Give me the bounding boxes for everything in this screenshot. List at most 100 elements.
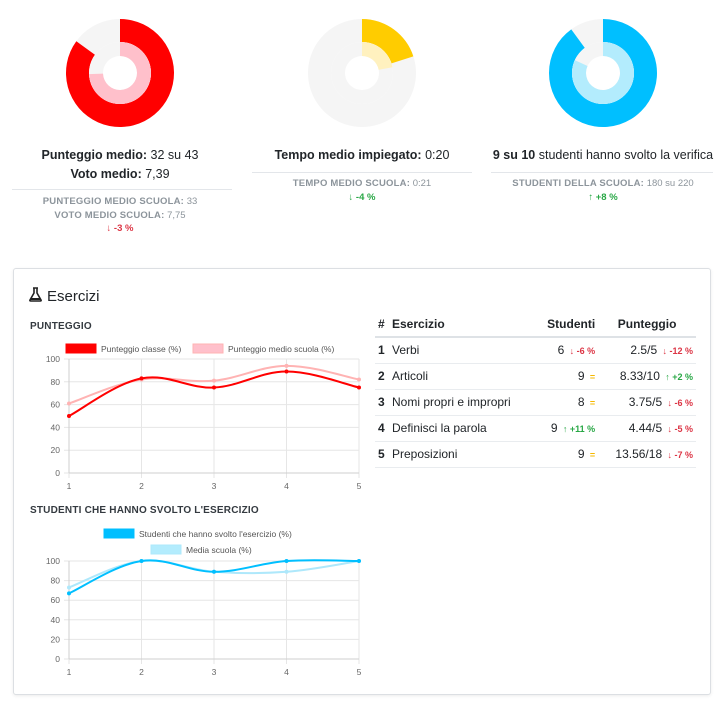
data-point [357, 559, 361, 563]
students-cell: 8 = [534, 389, 599, 416]
data-point [67, 401, 71, 406]
students-value: 8 [577, 395, 585, 409]
data-point [212, 378, 216, 383]
x-tick-label: 2 [139, 481, 144, 491]
column-header-exercise: Esercizio [389, 312, 535, 338]
delta-badge: ↓ -3 % [106, 223, 134, 234]
x-tick-label: 3 [212, 481, 217, 491]
legend-label: Punteggio medio scuola (%) [228, 344, 334, 354]
y-tick-label: 0 [55, 468, 60, 478]
data-point [284, 559, 289, 563]
y-tick-label: 20 [51, 445, 61, 455]
students-delta: = [589, 372, 596, 382]
flask-icon [29, 287, 42, 306]
delta-badge: ↓ -4 % [348, 191, 376, 203]
stat-students-school: STUDENTI DELLA SCUOLA: 180 su 220 ↑ +8 % [483, 177, 723, 204]
score-line-chart: Punteggio classe (%) Punteggio medio scuo… [46, 343, 362, 491]
data-point [212, 569, 216, 574]
y-tick-label: 40 [51, 422, 61, 432]
x-tick-label: 2 [139, 667, 144, 677]
stat-value: 32 su 43 [150, 148, 199, 162]
table-row[interactable]: 4 Definisci la parola 9 ↑ +11 % 4.44/5 ↓ -5… [375, 415, 696, 442]
row-index: 3 [375, 389, 389, 416]
stat-score-school: PUNTEGGIO MEDIO SCUOLA: 33 VOTO MEDIO SC… [0, 195, 240, 236]
score-value: 3.75/5 [628, 395, 663, 409]
legend-swatch [65, 343, 97, 354]
column-header-index: # [375, 312, 389, 338]
stat-score-main: Punteggio medio: 32 su 43 Voto medio: 7,… [0, 146, 240, 184]
school-value: 0:21 [412, 178, 432, 189]
school-label: STUDENTI DELLA SCUOLA: [512, 178, 645, 189]
table-row[interactable]: 5 Preposizioni 9 = 13.56/18 ↓ -7 % [375, 441, 696, 468]
legend-label: Punteggio classe (%) [101, 344, 181, 354]
stat-label: 9 su 10 [492, 148, 536, 162]
donut-inner-segment [89, 42, 151, 104]
table-row[interactable]: 3 Nomi propri e impropri 8 = 3.75/5 ↓ -6 % [375, 389, 696, 416]
stat-label: Voto medio: [70, 167, 142, 181]
stat-label: Punteggio medio: [41, 148, 148, 162]
legend-swatch [150, 544, 182, 555]
x-tick-label: 4 [284, 481, 289, 491]
data-point [212, 385, 216, 390]
score-cell: 13.56/18 ↓ -7 % [598, 441, 696, 468]
donut-outer-segment [549, 19, 657, 127]
row-index: 5 [375, 441, 389, 468]
card-title-text: Esercizi [47, 288, 100, 305]
donut-inner-segment [362, 42, 393, 70]
stat-value: studenti hanno svolto la verifica [538, 148, 714, 162]
exercises-card: Esercizi PUNTEGGIO Punteggio classe (%) P… [13, 268, 711, 695]
arrow-down-icon: ↓ [106, 223, 112, 234]
school-value: 7,75 [167, 209, 186, 221]
score-cell: 8.33/10 ↑ +2 % [598, 363, 696, 390]
score-delta: ↓ -6 % [667, 398, 693, 408]
y-tick-label: 80 [51, 377, 61, 387]
score-donut-chart [66, 19, 175, 127]
x-tick-label: 1 [67, 481, 72, 491]
score-value: 8.33/10 [619, 369, 660, 383]
score-delta: ↓ -12 % [662, 346, 693, 357]
table-header-row: # Esercizio Studenti Punteggio [375, 312, 696, 338]
divider [252, 172, 472, 173]
delta-badge: ↑ +8 % [588, 191, 618, 203]
y-tick-label: 80 [51, 576, 61, 586]
legend-label: Studenti che hanno svolto l'esercizio (%… [139, 529, 292, 539]
data-point [139, 559, 144, 563]
score-cell: 2.5/5 ↓ -12 % [598, 337, 696, 364]
stat-value: 7,39 [145, 167, 170, 181]
data-point [139, 376, 144, 381]
students-delta: ↓ -6 % [569, 346, 596, 357]
score-value: 13.56/18 [615, 447, 663, 461]
row-index: 2 [375, 363, 389, 390]
legend-swatch [103, 528, 135, 539]
column-header-score: Punteggio [598, 312, 696, 338]
school-label: PUNTEGGIO MEDIO SCUOLA: [42, 196, 185, 207]
score-value: 4.44/5 [628, 421, 663, 435]
donut-outer-segment [362, 19, 414, 64]
students-donut-chart [549, 19, 658, 127]
table-row[interactable]: 2 Articoli 9 = 8.33/10 ↑ +2 % [375, 363, 696, 390]
score-cell: 4.44/5 ↓ -5 % [598, 415, 696, 442]
exercise-name: Articoli [389, 363, 535, 390]
exercise-name: Definisci la parola [389, 415, 535, 442]
row-index: 1 [375, 337, 389, 364]
students-value: 6 [557, 343, 565, 358]
stat-students-main: 9 su 10 studenti hanno svolto la verific… [483, 146, 723, 165]
x-tick-label: 1 [67, 667, 72, 677]
y-tick-label: 100 [46, 354, 60, 364]
donut-outer-segment [66, 19, 174, 127]
students-cell: 9 ↑ +11 % [534, 415, 599, 442]
legend-swatch [192, 343, 224, 354]
y-tick-label: 0 [55, 654, 60, 664]
legend-label: Media scuola (%) [186, 545, 252, 555]
row-index: 4 [375, 415, 389, 442]
arrow-down-icon: ↓ [348, 191, 354, 203]
stat-time-main: Tempo medio impiegato: 0:20 [242, 146, 482, 165]
data-point [67, 414, 71, 418]
stat-label: Tempo medio impiegato: [274, 148, 422, 162]
data-point [357, 385, 361, 390]
table-row[interactable]: 1 Verbi 6 ↓ -6 % 2.5/5 ↓ -12 % [375, 337, 696, 364]
students-value: 9 [577, 447, 585, 461]
students-cell: 6 ↓ -6 % [534, 337, 599, 364]
y-tick-label: 20 [51, 634, 61, 644]
score-delta: ↓ -5 % [667, 424, 693, 434]
